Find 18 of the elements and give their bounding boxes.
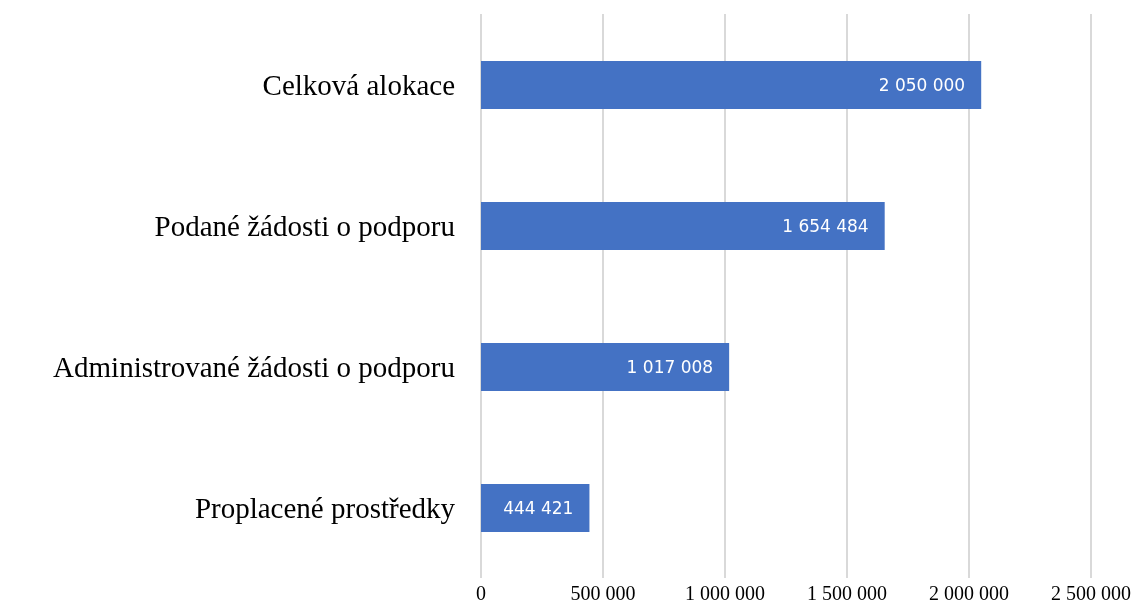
bar bbox=[481, 202, 885, 250]
x-tick-label: 1 000 000 bbox=[685, 582, 765, 605]
data-label: 444 421 bbox=[503, 498, 574, 519]
data-label: 1 654 484 bbox=[782, 216, 869, 237]
x-tick-label: 0 bbox=[476, 582, 486, 605]
bar bbox=[481, 61, 982, 109]
bar bbox=[481, 484, 590, 532]
data-label: 1 017 008 bbox=[626, 357, 714, 378]
x-tick-label: 1 500 000 bbox=[807, 582, 887, 605]
y-tick-label: Administrované žádosti o podporu bbox=[53, 350, 455, 383]
data-label: 2 050 000 bbox=[878, 75, 966, 96]
x-tick-label: 2 500 000 bbox=[1051, 582, 1131, 605]
y-tick-label: Proplacené prostředky bbox=[194, 491, 456, 524]
bar bbox=[481, 343, 730, 391]
y-tick-label: Celková alokace bbox=[262, 68, 455, 101]
y-tick-label: Podané žádosti o podporu bbox=[154, 209, 455, 242]
x-tick-label: 2 000 000 bbox=[929, 582, 1009, 605]
x-tick-label: 500 000 bbox=[570, 582, 636, 605]
